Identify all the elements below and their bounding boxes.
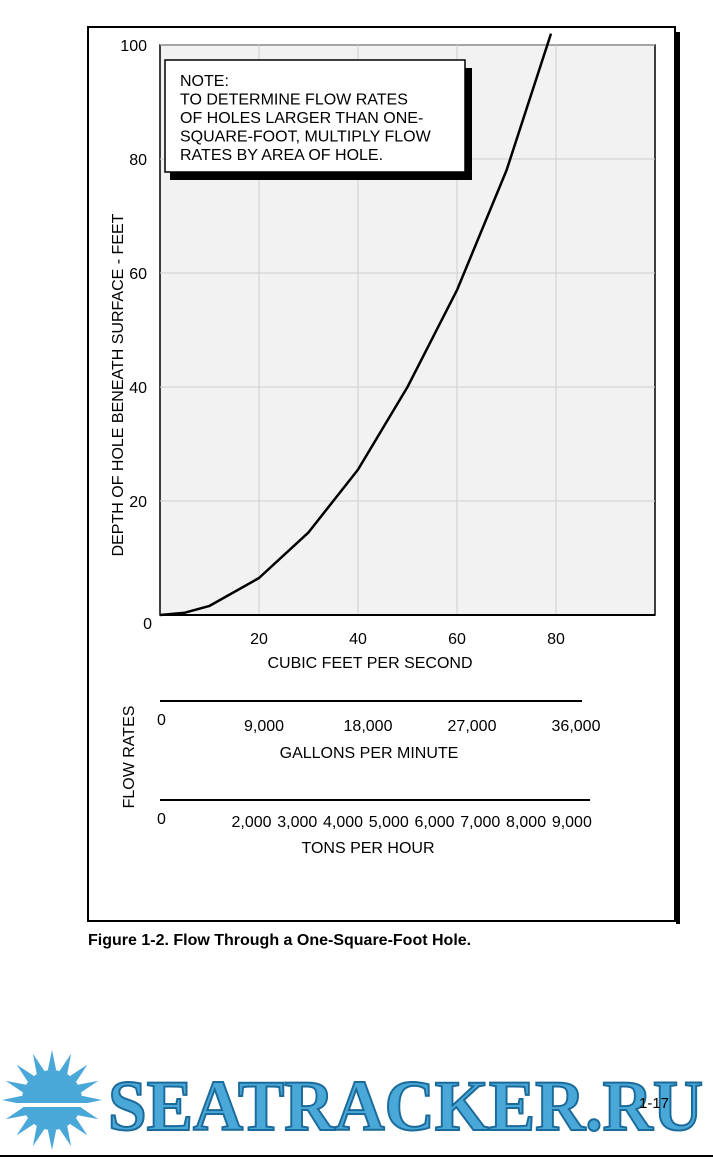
tph-tick-label: 0 [157,811,166,828]
flow-rates-label: FLOW RATES [121,706,138,809]
y-axis-title: DEPTH OF HOLE BENEATH SURFACE - FEET [110,213,127,556]
gpm-scale-title: GALLONS PER MINUTE [280,745,459,762]
x-tick-label: 40 [349,631,367,648]
figure-caption: Figure 1-2. Flow Through a One-Square-Fo… [88,932,472,949]
curve-layer [159,33,553,617]
tph-tick-label: 4,000 [323,814,363,831]
tph-tick-label: 2,000 [231,814,271,831]
y-tick-label: 100 [120,38,147,55]
origin-label: 0 [143,616,152,633]
sun-icon [2,1050,102,1150]
y-tick-label: 40 [129,380,147,397]
axis-labels: 20 40 60 80 20 40 60 80 100 0 CUBIC FEET PER SECON… [110,38,565,672]
gpm-tick-label: 27,000 [448,718,497,735]
flow-rate-scales: 0 9,000 18,000 27,000 36,000 GALLONS PER MINU… [121,700,601,857]
y-tick-label: 80 [129,152,147,169]
frame-shadow [676,32,680,924]
tph-tick-label: 6,000 [415,814,455,831]
flow-curve [159,33,553,617]
note-line: TO DETERMINE FLOW RATES [180,92,408,109]
figure-frame [87,26,676,922]
gpm-tick-label: 18,000 [344,718,393,735]
gpm-tick-label: 36,000 [552,718,601,735]
note-line: RATES BY AREA OF HOLE. [180,147,383,164]
x-axis-title: CUBIC FEET PER SECOND [267,655,472,672]
gpm-tick-label: 9,000 [244,718,284,735]
x-tick-label: 20 [250,631,268,648]
y-tick-label: 60 [129,266,147,283]
x-tick-label: 60 [448,631,466,648]
note-line: NOTE: [180,73,229,90]
note-line: OF HOLES LARGER THAN ONE- [180,110,423,127]
tph-tick-label: 3,000 [277,814,317,831]
y-tick-label: 20 [129,494,147,511]
tph-scale-title: TONS PER HOUR [301,840,434,857]
tph-tick-label: 7,000 [460,814,500,831]
watermark-text: SEATRACKER.RU [108,1066,703,1146]
tph-tick-label: 9,000 [552,814,592,831]
x-tick-label: 80 [547,631,565,648]
tph-tick-label: 8,000 [506,814,546,831]
page-number: 1-17 [639,1095,670,1112]
gpm-tick-label: 0 [157,712,166,729]
note-panel [164,59,466,173]
tph-tick-label: 5,000 [369,814,409,831]
watermark: SEATRACKER.RU [0,1045,713,1160]
bottom-rule [0,1155,713,1157]
note-line: SQUARE-FOOT, MULTIPLY FLOW [180,129,432,146]
